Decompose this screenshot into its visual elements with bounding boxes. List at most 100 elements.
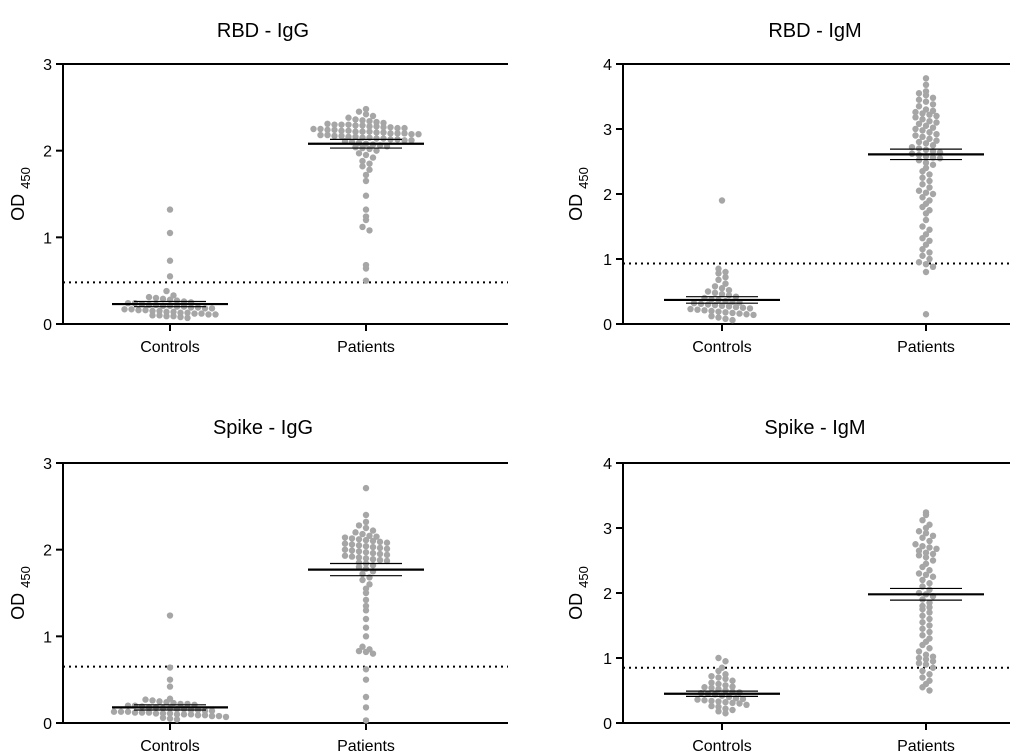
data-point xyxy=(697,300,705,308)
data-point xyxy=(177,700,184,708)
data-point xyxy=(729,699,736,707)
data-point xyxy=(362,589,370,597)
y-axis-label-subscript: 450 xyxy=(18,566,33,588)
data-point xyxy=(208,707,216,715)
chart-title: Spike - IgM xyxy=(764,417,865,439)
data-point xyxy=(362,624,370,631)
data-point xyxy=(933,137,940,144)
data-point xyxy=(743,701,750,708)
y-tick-label: 3 xyxy=(603,521,612,538)
chart-panel: RBD - IgG 0 1 2 3 OD 450 Controls Patients xyxy=(8,20,508,356)
data-point xyxy=(128,306,135,313)
data-point xyxy=(184,309,191,316)
data-point xyxy=(912,132,919,139)
data-point xyxy=(912,108,919,116)
data-point xyxy=(331,132,338,140)
data-point xyxy=(919,110,926,117)
y-axis-label: OD 450 xyxy=(8,566,33,620)
data-point xyxy=(722,315,729,322)
data-point xyxy=(915,90,923,97)
data-point xyxy=(922,511,930,519)
y-axis-label: OD 450 xyxy=(8,167,33,221)
y-tick-label: 1 xyxy=(603,651,612,668)
data-point xyxy=(926,184,933,191)
data-point xyxy=(929,557,937,564)
data-point xyxy=(704,288,712,295)
data-point xyxy=(362,111,370,118)
data-point xyxy=(366,123,373,130)
data-point xyxy=(359,128,366,135)
data-point xyxy=(919,174,926,181)
data-point xyxy=(722,658,729,665)
data-point xyxy=(711,283,719,290)
data-point xyxy=(926,580,933,587)
data-point xyxy=(355,554,363,561)
data-point xyxy=(142,306,149,314)
data-point xyxy=(718,285,726,292)
data-point xyxy=(341,546,349,553)
data-point xyxy=(366,118,373,125)
data-point xyxy=(919,667,926,675)
data-point xyxy=(341,540,349,547)
data-point xyxy=(362,511,370,519)
y-tick-label: 1 xyxy=(43,230,52,247)
data-point xyxy=(387,124,394,131)
data-point xyxy=(359,576,366,584)
data-point xyxy=(138,709,146,716)
data-point xyxy=(722,309,729,316)
data-point xyxy=(110,708,118,715)
data-point xyxy=(715,654,722,662)
data-point xyxy=(736,700,743,707)
data-point xyxy=(362,717,370,724)
data-point xyxy=(722,675,729,682)
data-point xyxy=(922,216,930,224)
data-point xyxy=(366,128,373,135)
data-point xyxy=(722,710,729,717)
data-point xyxy=(929,550,937,558)
data-point xyxy=(919,194,926,201)
data-point xyxy=(915,259,923,266)
data-point xyxy=(929,658,937,665)
data-point xyxy=(348,553,356,560)
data-point xyxy=(922,92,930,99)
data-point xyxy=(373,533,380,540)
data-point xyxy=(166,257,174,264)
data-point xyxy=(376,544,384,552)
data-point xyxy=(149,697,156,704)
data-point xyxy=(915,654,923,662)
data-point xyxy=(715,698,722,705)
data-point xyxy=(926,615,933,623)
data-point xyxy=(715,703,722,710)
data-point xyxy=(715,308,722,315)
data-point xyxy=(708,679,715,686)
data-point xyxy=(915,547,923,554)
y-tick-label: 2 xyxy=(603,586,612,603)
data-point xyxy=(408,131,415,138)
data-point xyxy=(366,227,373,234)
data-point xyxy=(362,265,370,272)
data-point xyxy=(369,527,377,534)
data-point xyxy=(355,548,363,555)
data-point xyxy=(415,131,422,138)
data-point xyxy=(725,292,733,299)
data-point xyxy=(922,651,930,658)
y-axis-label-subscript: 450 xyxy=(576,167,591,189)
data-point xyxy=(926,622,933,629)
data-point xyxy=(919,576,926,584)
data-point xyxy=(701,684,708,691)
data-point xyxy=(401,124,408,132)
data-point xyxy=(722,671,729,678)
data-point xyxy=(929,653,937,660)
data-point xyxy=(355,647,363,655)
data-point xyxy=(166,664,174,671)
data-point xyxy=(701,697,708,704)
x-category-label: Controls xyxy=(692,738,752,753)
data-point xyxy=(922,140,930,147)
data-point xyxy=(922,189,930,196)
data-point xyxy=(922,530,930,537)
y-axis-label-text: OD xyxy=(566,189,586,221)
data-point xyxy=(919,252,926,259)
data-point xyxy=(919,203,926,211)
data-point xyxy=(722,274,729,281)
